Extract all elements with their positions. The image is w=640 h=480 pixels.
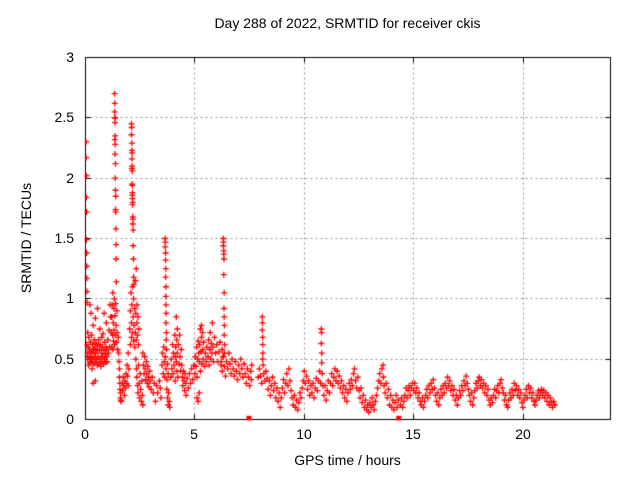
y-tick-label: 1	[66, 290, 74, 306]
x-tick-label: 15	[405, 426, 421, 442]
y-tick-label: 1.5	[54, 230, 74, 246]
y-tick-label: 2	[66, 170, 74, 186]
y-tick-label: 0	[66, 411, 74, 427]
x-axis-label: GPS time / hours	[294, 452, 401, 468]
y-tick-label: 0.5	[54, 351, 74, 367]
x-tick-label: 20	[515, 426, 531, 442]
y-tick-label: 2.5	[54, 109, 74, 125]
x-tick-label: 0	[81, 426, 89, 442]
x-tick-label: 5	[190, 426, 198, 442]
x-tick-label: 10	[296, 426, 312, 442]
y-tick-label: 3	[66, 49, 74, 65]
